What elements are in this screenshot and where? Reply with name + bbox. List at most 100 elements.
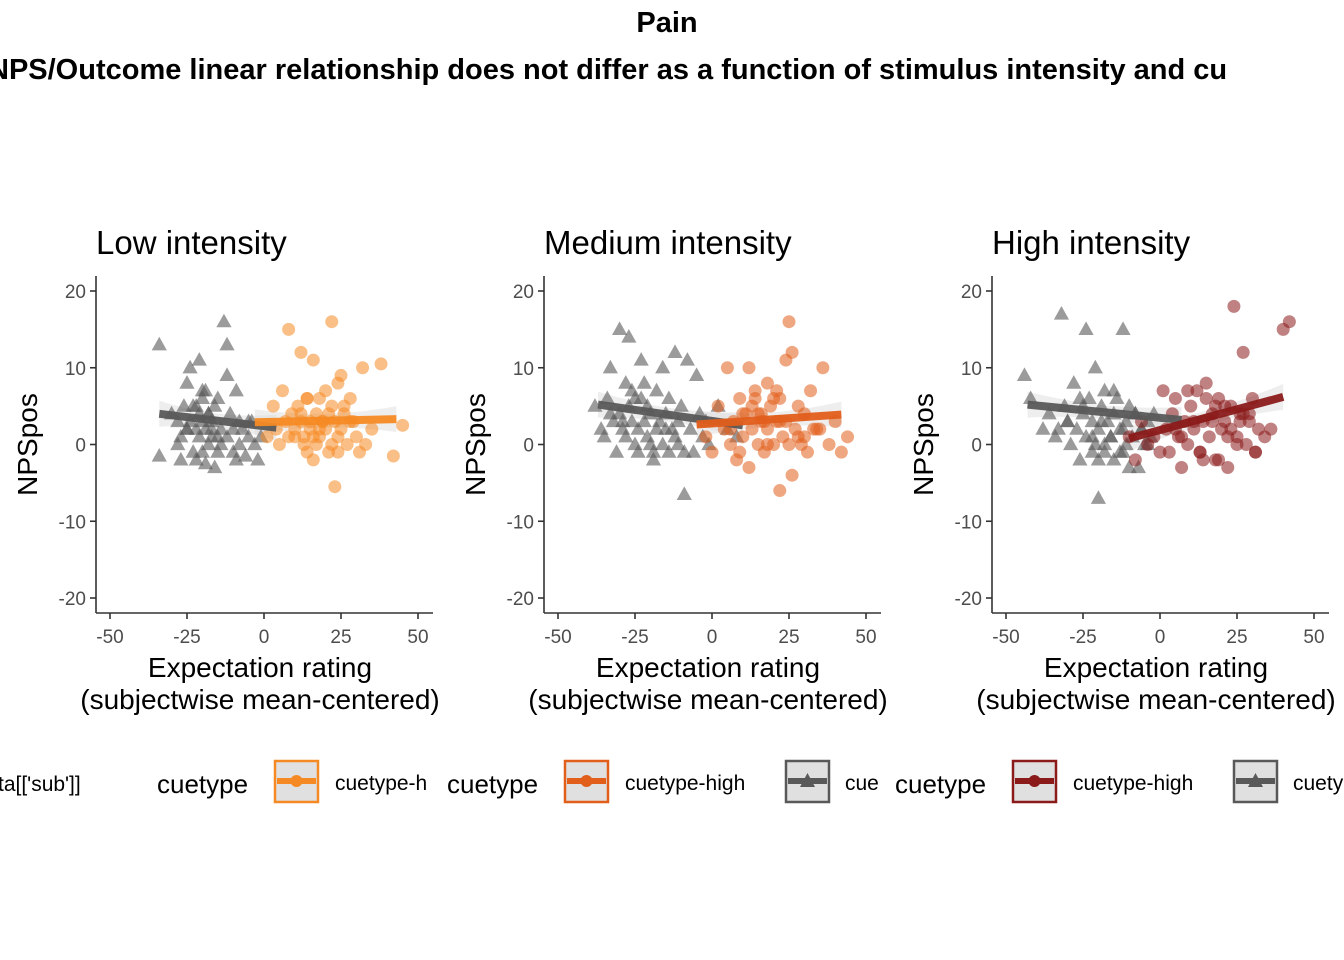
data-point [791,430,805,444]
x-tick-label: -25 [173,627,200,648]
fit-line [254,415,397,427]
data-point [745,399,759,413]
legend-group-0: cuetype cuetype-h [157,759,427,804]
data-point [1199,391,1213,405]
data-point [1175,461,1189,475]
data-point [1090,451,1106,466]
x-axis-subtitle: (subjectwise mean-centered) [80,684,440,715]
data-point [1106,451,1122,466]
series-cuetype-low [151,313,269,474]
data-point [151,448,167,462]
y-tick-label: 20 [513,282,534,303]
data-point [1153,445,1167,459]
data-point [319,384,333,398]
data-point [282,322,296,336]
legend-group-2: cuetype cuetype-high cuety [895,759,1344,804]
data-point [636,375,652,389]
x-tick-label: 25 [1226,627,1247,648]
data-point [670,436,686,451]
data-point [1053,306,1070,320]
data-point [219,367,235,382]
data-point [599,390,615,405]
x-axis-subtitle: (subjectwise mean-centered) [976,684,1336,715]
data-point [179,375,195,389]
data-point [1212,453,1226,467]
data-point [742,361,756,375]
data-point [331,445,345,459]
data-point [630,444,646,458]
data-point [593,421,609,435]
data-point [386,449,400,463]
fit-line [1128,393,1285,443]
x-tick-label: 0 [259,627,270,648]
y-tick-label: -20 [955,589,982,610]
data-point [173,451,189,466]
data-point [682,421,699,435]
y-tick-label: -10 [507,512,534,533]
data-point [1121,459,1137,474]
y-tick-label: 10 [961,359,982,380]
data-point [658,421,674,435]
data-point [207,459,223,474]
data-point [645,451,662,466]
data-point [1047,428,1063,443]
x-tick-label: 50 [1303,627,1324,648]
data-point [272,438,286,451]
data-point [720,361,734,375]
data-point [182,359,198,374]
data-point [596,428,612,443]
data-point [194,444,210,458]
data-point [1184,399,1198,413]
data-point [633,352,649,366]
data-point [705,445,719,459]
data-point [689,367,705,382]
data-point [767,391,781,405]
data-point [676,444,692,458]
data-point [699,430,713,444]
data-point [676,486,692,500]
legend-label-high: cuetype-high [625,772,745,795]
data-point [615,413,631,428]
y-tick-label: 10 [65,359,86,380]
data-point [306,453,320,467]
data-point [247,436,263,451]
data-point [1084,444,1100,458]
x-tick-label: 0 [707,627,718,648]
data-point [621,329,637,343]
legend-key-point [800,773,815,787]
data-point [194,382,210,397]
data-point [234,421,251,435]
data-point [151,336,167,351]
data-point [340,438,354,451]
data-point [1060,413,1076,428]
data-point [294,407,308,421]
data-point [782,438,796,451]
data-point [1050,421,1066,435]
data-point [630,421,646,435]
data-point [841,430,855,444]
panel-2: High intensity -20 -10 0 10 20 -50 -25 0 25 50 NPSp… [908,224,1336,715]
y-axis-title: NPSpos [460,393,491,496]
data-point [294,345,308,359]
data-point [1087,359,1103,374]
series-cuetype-low [587,321,745,500]
data-point [648,382,665,397]
data-point [1069,421,1085,435]
data-point [736,430,750,444]
panel-title: Low intensity [96,224,287,261]
data-point [179,421,195,435]
data-point [670,413,686,428]
data-point [396,418,410,432]
data-point [655,436,671,451]
data-point [733,391,747,405]
data-point [194,390,210,405]
data-point [816,361,830,375]
data-point [359,438,373,451]
data-point [1121,398,1137,412]
figure-title: Pain [636,7,697,39]
plot-area [587,315,855,500]
data-point [228,382,244,397]
legend-fragment-label: ta[['sub']] [0,773,81,796]
data-point [1128,453,1142,467]
